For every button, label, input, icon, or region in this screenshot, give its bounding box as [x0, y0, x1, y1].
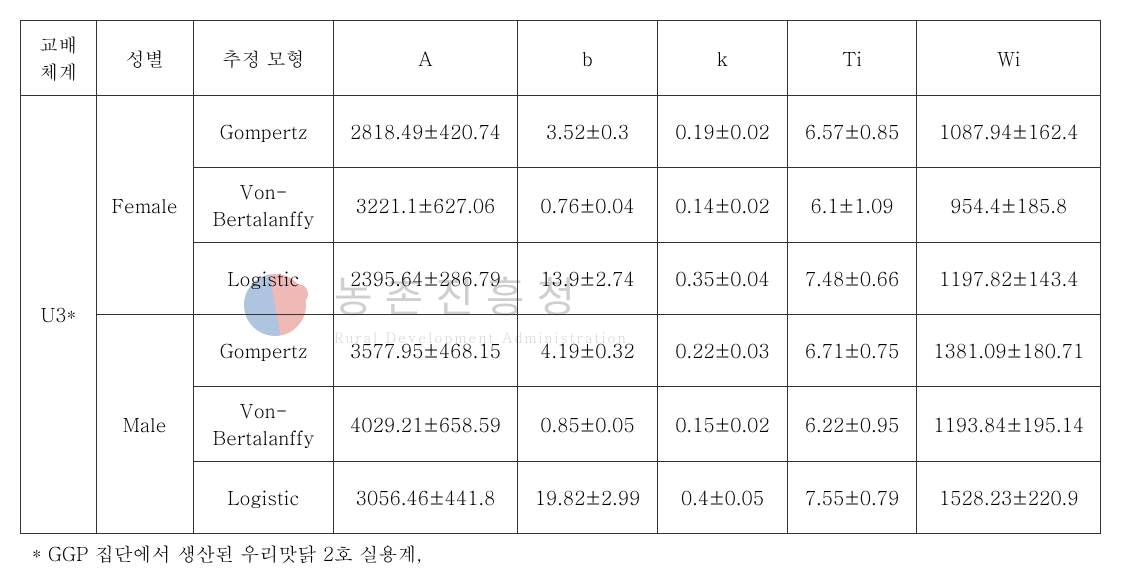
cell-value: 4029.21±658.59 — [334, 387, 518, 462]
cell-value: 1197.82±143.4 — [917, 243, 1101, 315]
table-row: Male Gompertz 3577.95±468.15 4.19±0.32 0… — [21, 315, 1101, 387]
cell-value: 7.55±0.79 — [787, 462, 917, 534]
col-header-wi: Wi — [917, 21, 1101, 96]
cell-value: 1381.09±180.71 — [917, 315, 1101, 387]
cell-model: Gompertz — [193, 96, 333, 168]
cell-sex-male: Male — [96, 315, 193, 534]
cell-value: 0.19±0.02 — [658, 96, 788, 168]
table-header-row: 교배체계 성별 추정 모형 A b k Ti Wi — [21, 21, 1101, 96]
cell-sex-female: Female — [96, 96, 193, 315]
cell-value: 6.1±1.09 — [787, 168, 917, 243]
cell-value: 3056.46±441.8 — [334, 462, 518, 534]
col-header-b: b — [517, 21, 657, 96]
cell-value: 3221.1±627.06 — [334, 168, 518, 243]
cell-value: 0.14±0.02 — [658, 168, 788, 243]
table-row: U3* Female Gompertz 2818.49±420.74 3.52±… — [21, 96, 1101, 168]
cell-value: 4.19±0.32 — [517, 315, 657, 387]
cell-value: 6.57±0.85 — [787, 96, 917, 168]
cell-model: Logistic — [193, 243, 333, 315]
cell-value: 19.82±2.99 — [517, 462, 657, 534]
cell-value: 0.22±0.03 — [658, 315, 788, 387]
cell-value: 0.35±0.04 — [658, 243, 788, 315]
col-header-model: 추정 모형 — [193, 21, 333, 96]
cell-value: 0.4±0.05 — [658, 462, 788, 534]
cell-model: Gompertz — [193, 315, 333, 387]
cell-value: 3577.95±468.15 — [334, 315, 518, 387]
col-header-mating-system: 교배체계 — [21, 21, 97, 96]
growth-model-table: 교배체계 성별 추정 모형 A b k Ti Wi U3* Female Gom… — [20, 20, 1101, 534]
cell-value: 2395.64±286.79 — [334, 243, 518, 315]
col-header-sex: 성별 — [96, 21, 193, 96]
cell-value: 0.15±0.02 — [658, 387, 788, 462]
cell-value: 6.71±0.75 — [787, 315, 917, 387]
cell-model: Logistic — [193, 462, 333, 534]
cell-value: 2818.49±420.74 — [334, 96, 518, 168]
data-table-container: 교배체계 성별 추정 모형 A b k Ti Wi U3* Female Gom… — [20, 20, 1101, 534]
cell-model: Von-Bertalanffy — [193, 168, 333, 243]
table-footnote: * GGP 집단에서 생산된 우리맛닭 2호 실용계, — [20, 540, 1101, 567]
cell-value: 3.52±0.3 — [517, 96, 657, 168]
cell-value: 7.48±0.66 — [787, 243, 917, 315]
cell-value: 954.4±185.8 — [917, 168, 1101, 243]
cell-value: 6.22±0.95 — [787, 387, 917, 462]
cell-value: 1087.94±162.4 — [917, 96, 1101, 168]
cell-model: Von-Bertalanffy — [193, 387, 333, 462]
cell-group: U3* — [21, 96, 97, 534]
cell-value: 13.9±2.74 — [517, 243, 657, 315]
col-header-k: k — [658, 21, 788, 96]
cell-value: 0.76±0.04 — [517, 168, 657, 243]
cell-value: 1528.23±220.9 — [917, 462, 1101, 534]
col-header-ti: Ti — [787, 21, 917, 96]
col-header-a: A — [334, 21, 518, 96]
cell-value: 0.85±0.05 — [517, 387, 657, 462]
cell-value: 1193.84±195.14 — [917, 387, 1101, 462]
